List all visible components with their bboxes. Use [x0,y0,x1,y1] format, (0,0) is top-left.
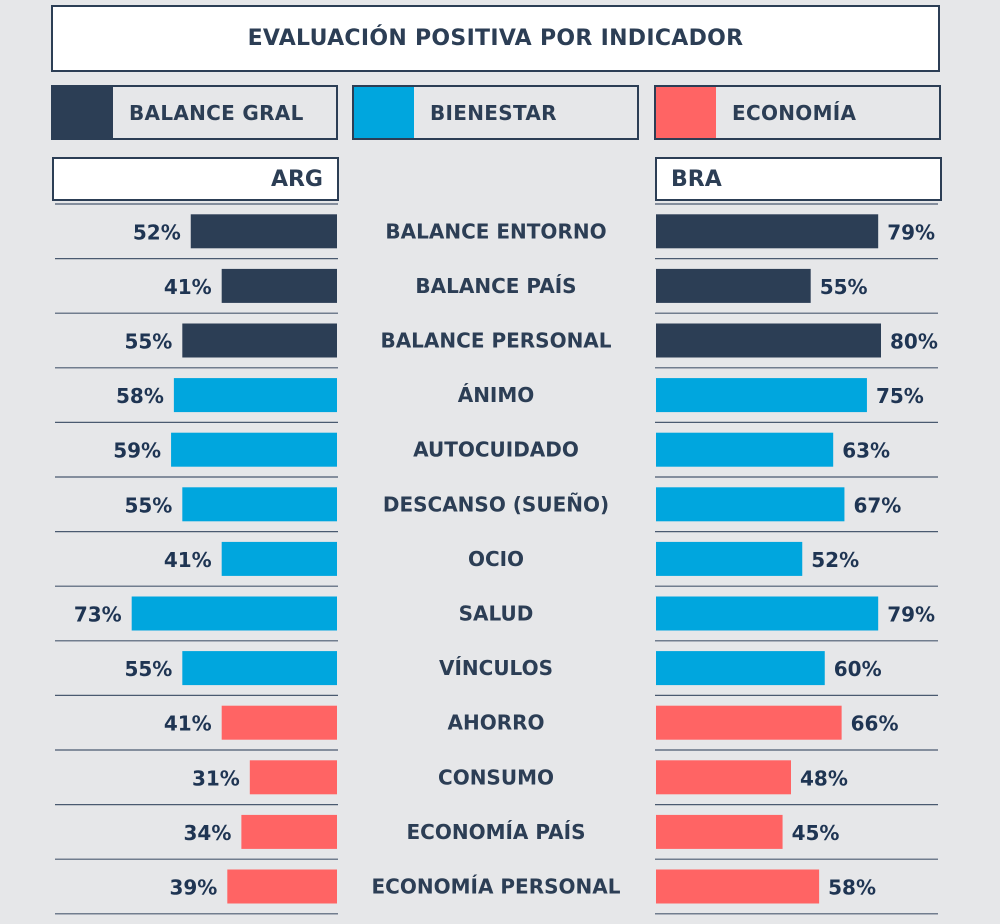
legend-swatch-bienestar [354,87,414,138]
bar-arg [249,760,337,795]
value-label-bra: 60% [834,657,882,681]
category-label: ECONOMÍA PAÍS [406,820,585,844]
country-header-bra: BRA [655,157,942,201]
value-label-arg: 41% [164,275,212,299]
category-label: AUTOCUIDADO [413,438,579,462]
value-label-arg: 58% [116,384,164,408]
bar-bra [656,378,867,413]
value-label-arg: 31% [192,766,240,790]
value-label-bra: 80% [890,330,938,354]
chart-title: EVALUACIÓN POSITIVA POR INDICADOR [51,5,940,72]
legend-item-economia: ECONOMÍA [654,85,941,140]
value-label-bra: 75% [876,384,924,408]
legend-item-bienestar: BIENESTAR [352,85,639,140]
category-label: ÁNIMO [458,383,535,407]
category-label: BALANCE ENTORNO [385,219,606,243]
legend-label: BALANCE GRAL [129,100,304,125]
value-label-bra: 48% [800,766,848,790]
bar-bra [656,432,834,467]
category-label: BALANCE PAÍS [415,274,576,298]
value-label-arg: 55% [124,330,172,354]
bar-arg [171,432,337,467]
bar-arg [227,869,337,904]
bar-bra [656,214,879,249]
category-label: BALANCE PERSONAL [380,329,611,353]
value-label-bra: 55% [820,275,868,299]
country-header-arg: ARG [52,157,339,201]
value-label-arg: 41% [164,712,212,736]
bar-arg [173,378,337,413]
bar-bra [656,487,845,522]
bar-bra [656,869,820,904]
bar-arg [131,596,337,631]
value-label-bra: 79% [887,603,935,627]
legend-swatch-economia [656,87,716,138]
value-label-bra: 66% [851,712,899,736]
value-label-bra: 63% [842,439,890,463]
value-label-arg: 59% [113,439,161,463]
legend-label: ECONOMÍA [732,100,857,125]
bar-arg [182,487,337,522]
value-label-arg: 34% [184,821,232,845]
bar-arg [221,705,337,740]
bar-arg [221,268,337,303]
value-label-arg: 55% [124,657,172,681]
bar-bra [656,596,879,631]
value-label-arg: 73% [74,603,122,627]
bar-arg [182,323,337,358]
legend-label: BIENESTAR [430,100,557,125]
value-label-bra: 58% [828,876,876,900]
value-label-bra: 52% [811,548,859,572]
legend-item-balance-gral: BALANCE GRAL [51,85,338,140]
category-label: VÍNCULOS [439,656,553,680]
bar-arg [221,541,337,576]
category-label: DESCANSO (SUEÑO) [383,492,609,516]
value-label-arg: 39% [169,876,217,900]
bar-bra [656,541,803,576]
category-label: CONSUMO [438,765,554,789]
legend-swatch-balance-gral [53,87,113,138]
value-label-arg: 52% [133,220,181,244]
value-label-bra: 67% [853,493,901,517]
bar-arg [190,214,337,249]
value-label-bra: 79% [887,220,935,244]
bar-arg [241,814,337,849]
bar-bra [656,268,811,303]
bar-bra [656,705,842,740]
bar-bra [656,651,825,686]
value-label-arg: 41% [164,548,212,572]
value-label-arg: 55% [124,493,172,517]
bar-arg [182,651,337,686]
category-label: ECONOMÍA PERSONAL [372,875,621,899]
value-label-bra: 45% [792,821,840,845]
bar-bra [656,814,783,849]
bar-bra [656,323,881,358]
category-label: OCIO [468,547,524,571]
category-label: SALUD [459,602,534,626]
bar-bra [656,760,791,795]
category-label: AHORRO [447,711,544,735]
